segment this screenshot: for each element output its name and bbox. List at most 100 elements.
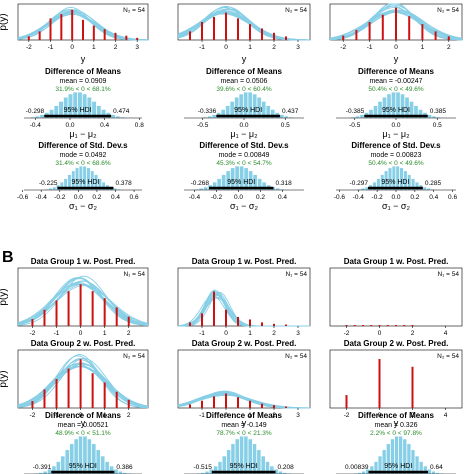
x-tick-label: -1 — [199, 412, 205, 419]
plot-title: Difference of Std. Dev.s — [351, 141, 441, 150]
x-tick-label: -1 — [199, 330, 205, 337]
plot-title: Difference of Means — [358, 411, 435, 420]
x-tick-label: -0.4 — [353, 194, 365, 201]
hdi-label: 95% HDI — [71, 179, 99, 186]
x-tick-label: 0.5 — [281, 122, 290, 129]
percent-text: 31.4% < 0 < 68.6% — [55, 160, 111, 167]
hdi-low-label: 0.00839 — [345, 464, 369, 471]
chart-a-pp2-3: N₂ = 54 -2 -1 0 1 2 y — [329, 3, 463, 64]
percent-text: 39.6% < 0 < 60.4% — [216, 86, 272, 93]
histogram-bar — [279, 114, 284, 119]
histogram-bar — [87, 438, 92, 474]
mean-text: mean = 0.00521 — [58, 422, 109, 429]
chart-b-pp2-3: Data Group 2 w. Post. Pred. N₂ = 54 -2 0 2 4 y — [329, 339, 463, 428]
histogram-bar — [419, 461, 424, 474]
histogram-bar — [230, 443, 236, 474]
x-tick-label: 0 — [70, 44, 74, 51]
x-tick-label: -0.5 — [349, 122, 361, 129]
x-tick-label: 0.6 — [448, 194, 457, 201]
histogram-bar — [395, 92, 401, 119]
histogram-bar — [203, 186, 208, 191]
x-tick-label: -0.6 — [334, 194, 346, 201]
y-axis-label: p(y) — [0, 288, 9, 305]
posterior-curve — [329, 5, 463, 41]
x-tick-label: 0.0 — [234, 194, 243, 201]
panel-b-label: B — [2, 249, 14, 266]
hdi-label: 95% HDI — [64, 107, 92, 114]
x-tick-label: 0.0 — [74, 194, 83, 201]
histogram-bar — [248, 438, 253, 474]
x-tick-label: 2 — [447, 44, 451, 51]
x-tick-label: 3 — [296, 330, 300, 337]
x-axis-label: y — [394, 54, 399, 64]
histogram-bar — [391, 92, 396, 119]
histogram-bar — [235, 438, 240, 474]
x-tick-label: 1 — [103, 412, 107, 419]
hdi-low-label: -0.298 — [26, 108, 45, 115]
x-tick-label: 0.6 — [130, 194, 139, 201]
hdi-label: 95% HDI — [234, 107, 262, 114]
histogram-bar — [60, 455, 65, 474]
percent-text: 78.7% < 0 < 21.3% — [216, 430, 272, 437]
plot-title: Difference of Means — [206, 67, 283, 76]
posterior-curve — [177, 392, 310, 409]
histogram-bar — [217, 461, 223, 474]
histogram-bar — [373, 461, 378, 474]
hdi-high-label: 0.318 — [275, 180, 292, 187]
x-tick-label: -1 — [48, 44, 54, 51]
histogram-bar — [96, 449, 101, 474]
x-axis-label: y — [242, 54, 247, 64]
hdi-low-label: -0.391 — [33, 464, 52, 471]
x-tick-label: -2 — [344, 412, 350, 419]
plot-title: Difference of Means — [45, 411, 122, 420]
y-axis-label: p(y) — [0, 13, 9, 30]
x-tick-label: 2 — [127, 412, 131, 419]
histogram-bar — [265, 461, 270, 474]
x-tick-label: -0.2 — [211, 194, 223, 201]
x-axis-label: σ₁ − σ₂ — [69, 201, 97, 211]
hdi-high-label: 0.386 — [116, 464, 133, 471]
histogram-bar — [65, 449, 70, 474]
x-tick-label: 0.4 — [278, 194, 287, 201]
x-tick-label: 0.4 — [111, 194, 120, 201]
plot-title: Data Group 2 w. Post. Pred. — [192, 339, 297, 348]
x-tick-label: 2 — [272, 44, 276, 51]
x-tick-label: 3 — [296, 44, 300, 51]
histogram-bar — [243, 92, 248, 119]
plot-title: Data Group 1 w. Post. Pred. — [31, 257, 136, 266]
percent-text: 50.4% < 0 < 49.6% — [368, 86, 424, 93]
posterior-curve — [17, 357, 149, 408]
x-tick-label: -0.4 — [30, 122, 42, 129]
hdi-high-label: 0.64 — [430, 464, 443, 471]
x-axis-label: σ₁ − σ₂ — [230, 201, 258, 211]
plot-title: Difference of Means — [358, 67, 435, 76]
hdi-label: 95% HDI — [230, 463, 258, 470]
histogram-bar — [73, 438, 79, 474]
x-tick-label: 2 — [272, 412, 276, 419]
x-tick-label: -0.6 — [17, 194, 29, 201]
x-tick-label: 0.4 — [429, 194, 438, 201]
x-axis-label: y — [81, 418, 86, 428]
chart-a-sd-3: Difference of Std. Dev.s mode = 0.0082350… — [334, 141, 458, 211]
plot-frame — [17, 267, 149, 327]
x-tick-label: 4 — [444, 330, 448, 337]
hdi-label: 95% HDI — [382, 107, 410, 114]
plot-title: Data Group 1 w. Post. Pred. — [344, 257, 449, 266]
histogram-bar — [222, 455, 227, 474]
x-tick-label: -1 — [54, 412, 60, 419]
histogram-bar — [56, 461, 61, 474]
histogram-bar — [390, 438, 395, 474]
plot-title: Data Group 1 w. Post. Pred. — [192, 257, 297, 266]
histogram-bar — [359, 114, 365, 119]
x-tick-label: -2 — [30, 330, 36, 337]
x-tick-label: 0.0 — [239, 122, 248, 129]
plot-title: Difference of Means — [45, 67, 122, 76]
posterior-curve — [17, 280, 149, 326]
histogram-bar — [422, 186, 427, 191]
posterior-curve — [177, 295, 310, 327]
